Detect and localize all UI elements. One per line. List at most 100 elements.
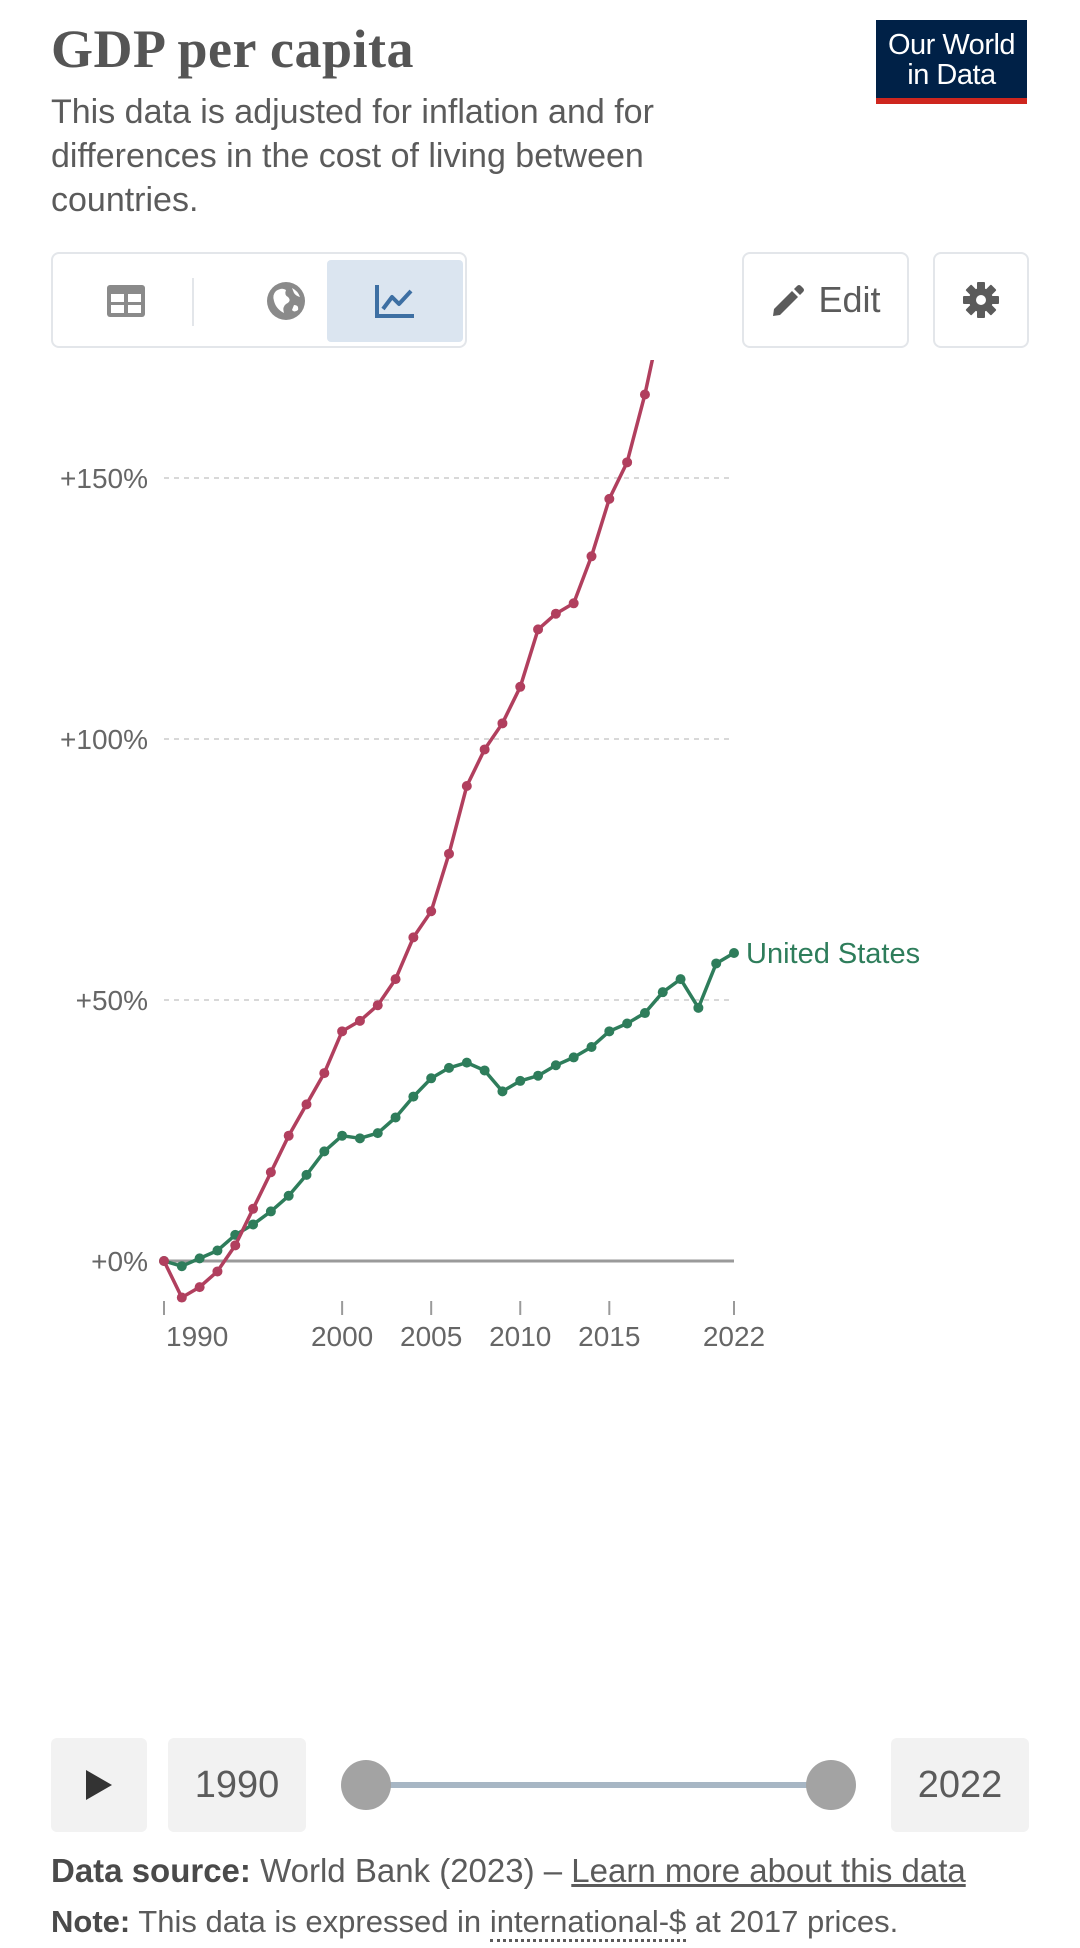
data-point[interactable]: [604, 1026, 614, 1036]
globe-icon: [266, 281, 306, 321]
data-point[interactable]: [569, 1052, 579, 1062]
timeline-slider-track[interactable]: [366, 1782, 830, 1788]
timeline-end-handle[interactable]: [806, 1760, 856, 1810]
data-point[interactable]: [444, 849, 454, 859]
data-point[interactable]: [373, 1000, 383, 1010]
data-point[interactable]: [355, 1016, 365, 1026]
note-line: Note: This data is expressed in internat…: [51, 1904, 898, 1940]
x-tick-label: 2022: [703, 1321, 765, 1352]
data-point[interactable]: [533, 1071, 543, 1081]
data-point[interactable]: [373, 1128, 383, 1138]
data-point[interactable]: [248, 1204, 258, 1214]
data-point[interactable]: [355, 1133, 365, 1143]
note-label: Note:: [51, 1904, 130, 1939]
line-chart-icon: [374, 283, 416, 319]
note-text: This data is expressed in: [138, 1904, 481, 1939]
data-source-label: Data source:: [51, 1852, 251, 1889]
view-tabs: [51, 252, 467, 348]
data-point[interactable]: [676, 974, 686, 984]
data-point[interactable]: [391, 1112, 401, 1122]
tab-chart[interactable]: [327, 260, 463, 342]
data-point[interactable]: [426, 906, 436, 916]
data-point[interactable]: [230, 1240, 240, 1250]
data-point[interactable]: [551, 1060, 561, 1070]
chart-subtitle: This data is adjusted for inflation and …: [51, 90, 731, 222]
data-point[interactable]: [658, 987, 668, 997]
y-tick-label: +50%: [76, 985, 148, 1016]
data-point[interactable]: [693, 1003, 703, 1013]
timeline-start-handle[interactable]: [341, 1760, 391, 1810]
data-point[interactable]: [444, 1063, 454, 1073]
data-point[interactable]: [337, 1026, 347, 1036]
data-point[interactable]: [266, 1167, 276, 1177]
y-tick-label: +100%: [60, 724, 148, 755]
data-point[interactable]: [497, 718, 507, 728]
x-tick-label: 2000: [311, 1321, 373, 1352]
data-point[interactable]: [177, 1261, 187, 1271]
data-point[interactable]: [195, 1282, 205, 1292]
settings-button[interactable]: [933, 252, 1029, 348]
x-tick-label: 2010: [489, 1321, 551, 1352]
data-point[interactable]: [266, 1206, 276, 1216]
data-point[interactable]: [551, 609, 561, 619]
data-point[interactable]: [408, 1092, 418, 1102]
start-year-box[interactable]: 1990: [168, 1738, 306, 1832]
data-point[interactable]: [319, 1068, 329, 1078]
tab-table[interactable]: [59, 260, 193, 342]
data-point[interactable]: [587, 551, 597, 561]
data-point[interactable]: [212, 1266, 222, 1276]
play-button[interactable]: [51, 1738, 147, 1832]
gear-icon: [962, 281, 1000, 319]
series-line[interactable]: [164, 360, 734, 1297]
note-text-end: at 2017 prices.: [695, 1904, 898, 1939]
data-point[interactable]: [640, 1008, 650, 1018]
data-point[interactable]: [212, 1246, 222, 1256]
data-point[interactable]: [284, 1191, 294, 1201]
learn-more-link[interactable]: Learn more about this data: [571, 1852, 965, 1889]
pencil-icon: [770, 283, 804, 317]
series-poland[interactable]: Poland: [159, 360, 836, 1303]
data-point[interactable]: [480, 1065, 490, 1075]
logo-line-1: Our World: [876, 30, 1027, 60]
data-point[interactable]: [640, 389, 650, 399]
table-icon: [106, 284, 146, 318]
data-point[interactable]: [302, 1099, 312, 1109]
data-point[interactable]: [426, 1073, 436, 1083]
data-point[interactable]: [569, 598, 579, 608]
data-point[interactable]: [408, 932, 418, 942]
data-point[interactable]: [587, 1042, 597, 1052]
data-point[interactable]: [391, 974, 401, 984]
data-point[interactable]: [622, 457, 632, 467]
international-dollar-link[interactable]: international-$: [490, 1904, 686, 1942]
data-point[interactable]: [462, 781, 472, 791]
data-point[interactable]: [729, 948, 739, 958]
data-point[interactable]: [604, 494, 614, 504]
end-year-box[interactable]: 2022: [891, 1738, 1029, 1832]
data-point[interactable]: [337, 1131, 347, 1141]
y-tick-label: +0%: [91, 1246, 148, 1277]
data-point[interactable]: [319, 1146, 329, 1156]
data-point[interactable]: [248, 1219, 258, 1229]
series-united-states[interactable]: United States: [159, 938, 920, 1271]
data-point[interactable]: [462, 1058, 472, 1068]
data-point[interactable]: [480, 744, 490, 754]
data-source-text: World Bank (2023) –: [260, 1852, 562, 1889]
data-point[interactable]: [515, 682, 525, 692]
data-point[interactable]: [284, 1131, 294, 1141]
data-point[interactable]: [515, 1076, 525, 1086]
data-point[interactable]: [533, 624, 543, 634]
data-point[interactable]: [177, 1293, 187, 1303]
data-point[interactable]: [159, 1256, 169, 1266]
chart-title: GDP per capita: [51, 18, 414, 80]
data-point[interactable]: [497, 1086, 507, 1096]
data-point[interactable]: [711, 958, 721, 968]
edit-button[interactable]: Edit: [742, 252, 909, 348]
owid-logo[interactable]: Our World in Data: [876, 20, 1027, 104]
data-point[interactable]: [195, 1253, 205, 1263]
x-tick-label: 2015: [578, 1321, 640, 1352]
data-point[interactable]: [302, 1170, 312, 1180]
data-source-line: Data source: World Bank (2023) – Learn m…: [51, 1852, 966, 1890]
data-point[interactable]: [622, 1018, 632, 1028]
line-chart: +0%+50%+100%+150%+200%199020002005201020…: [0, 360, 1080, 1720]
series-label: United States: [746, 938, 920, 970]
